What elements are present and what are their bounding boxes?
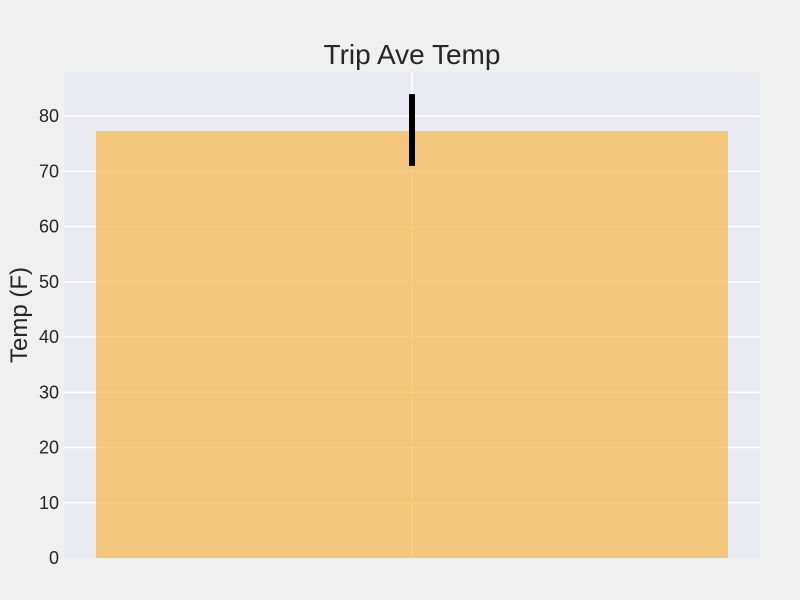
y-tick-labels: 0 10 20 30 40 50 60 70 80	[39, 106, 59, 568]
bar-trip-average	[96, 131, 728, 558]
chart-title: Trip Ave Temp	[324, 39, 501, 70]
bars	[96, 131, 728, 558]
y-tick-label: 40	[39, 327, 59, 347]
y-tick-label: 10	[39, 493, 59, 513]
y-tick-label: 80	[39, 106, 59, 126]
y-axis-label: Temp (F)	[6, 267, 33, 363]
y-tick-label: 0	[49, 548, 59, 568]
y-tick-label: 20	[39, 438, 59, 458]
y-tick-label: 60	[39, 217, 59, 237]
y-tick-label: 50	[39, 272, 59, 292]
y-tick-label: 70	[39, 161, 59, 181]
y-tick-label: 30	[39, 382, 59, 402]
